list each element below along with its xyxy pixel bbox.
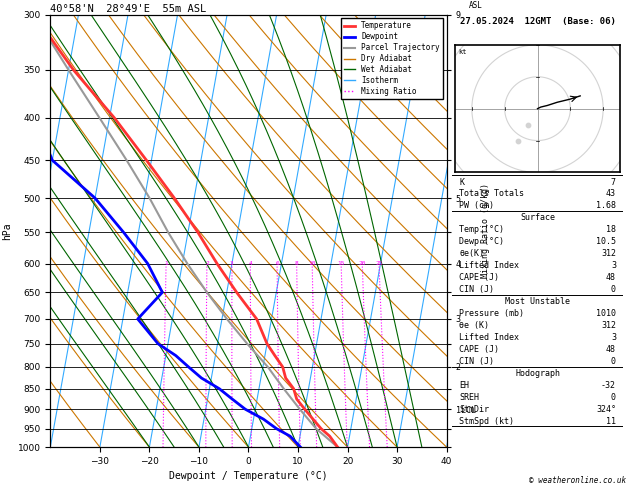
Text: 324°: 324° [596, 405, 616, 414]
Text: StmSpd (kt): StmSpd (kt) [459, 417, 514, 426]
Text: 15: 15 [337, 261, 345, 266]
Text: 27.05.2024  12GMT  (Base: 06): 27.05.2024 12GMT (Base: 06) [460, 17, 615, 26]
Point [513, 137, 523, 144]
Text: km
ASL: km ASL [469, 0, 482, 10]
Text: SREH: SREH [459, 393, 479, 402]
Text: 7: 7 [611, 177, 616, 187]
Text: 20: 20 [359, 261, 366, 266]
X-axis label: Dewpoint / Temperature (°C): Dewpoint / Temperature (°C) [169, 471, 328, 482]
Text: kt: kt [459, 49, 467, 55]
Text: Lifted Index: Lifted Index [459, 333, 519, 342]
Text: 312: 312 [601, 249, 616, 259]
Text: 40°58'N  28°49'E  55m ASL: 40°58'N 28°49'E 55m ASL [50, 4, 206, 14]
Text: 10: 10 [308, 261, 316, 266]
Text: CIN (J): CIN (J) [459, 357, 494, 366]
Text: 4: 4 [248, 261, 252, 266]
Text: 48: 48 [606, 273, 616, 282]
Text: 2: 2 [205, 261, 209, 266]
Text: CAPE (J): CAPE (J) [459, 273, 499, 282]
Text: 1.68: 1.68 [596, 202, 616, 210]
Text: 0: 0 [611, 393, 616, 402]
Legend: Temperature, Dewpoint, Parcel Trajectory, Dry Adiabat, Wet Adiabat, Isotherm, Mi: Temperature, Dewpoint, Parcel Trajectory… [340, 18, 443, 99]
Text: 10.5: 10.5 [596, 237, 616, 246]
Text: Temp (°C): Temp (°C) [459, 226, 504, 234]
Text: 11: 11 [606, 417, 616, 426]
Text: Hodograph: Hodograph [515, 369, 560, 378]
Point [523, 121, 533, 128]
Text: 43: 43 [606, 190, 616, 198]
Text: 1: 1 [164, 261, 168, 266]
Text: -32: -32 [601, 381, 616, 390]
Y-axis label: hPa: hPa [2, 222, 12, 240]
Text: 3: 3 [611, 333, 616, 342]
Text: CIN (J): CIN (J) [459, 285, 494, 295]
Text: StmDir: StmDir [459, 405, 489, 414]
Text: © weatheronline.co.uk: © weatheronline.co.uk [529, 476, 626, 485]
Text: 312: 312 [601, 321, 616, 330]
Text: Most Unstable: Most Unstable [505, 297, 570, 306]
Text: Dewp (°C): Dewp (°C) [459, 237, 504, 246]
Text: 3: 3 [230, 261, 234, 266]
Text: PW (cm): PW (cm) [459, 202, 494, 210]
Text: 0: 0 [611, 357, 616, 366]
Text: θe (K): θe (K) [459, 321, 489, 330]
Text: 3: 3 [611, 261, 616, 270]
Text: 0: 0 [611, 285, 616, 295]
Text: 6: 6 [276, 261, 279, 266]
Text: Surface: Surface [520, 213, 555, 223]
Text: 18: 18 [606, 226, 616, 234]
Text: K: K [459, 177, 464, 187]
Text: CAPE (J): CAPE (J) [459, 345, 499, 354]
Text: 25: 25 [376, 261, 382, 266]
Text: Pressure (mb): Pressure (mb) [459, 309, 524, 318]
Y-axis label: Mixing Ratio (g/kg): Mixing Ratio (g/kg) [481, 183, 490, 278]
Text: 48: 48 [606, 345, 616, 354]
Text: 8: 8 [295, 261, 299, 266]
Text: Totals Totals: Totals Totals [459, 190, 524, 198]
Text: EH: EH [459, 381, 469, 390]
Text: Lifted Index: Lifted Index [459, 261, 519, 270]
Text: 1010: 1010 [596, 309, 616, 318]
Text: θe(K): θe(K) [459, 249, 484, 259]
